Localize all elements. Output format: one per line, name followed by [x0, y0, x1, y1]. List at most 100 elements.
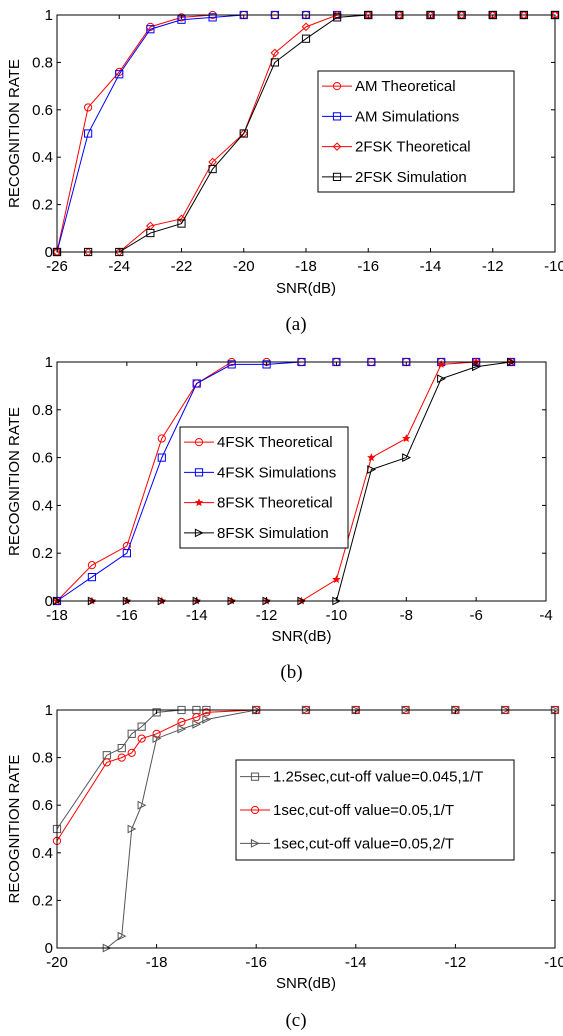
- chart-0-series-3-point-9: [333, 13, 342, 22]
- chart-2-series-2-point-5: [177, 724, 187, 734]
- chart-0-series-0-point-1: [84, 103, 93, 112]
- chart-0-ytick-label-3: 0.6: [32, 102, 53, 119]
- chart-1-xtick-label-5: -8: [400, 607, 413, 624]
- chart-2-caption: (c): [285, 1010, 306, 1031]
- chart-1-xtick-label-1: -16: [116, 607, 138, 624]
- chart-1-series-1-point-1: [87, 573, 97, 582]
- chart-1-xtick-label-0: -18: [46, 607, 68, 624]
- chart-2-series-2-point-6: [192, 719, 202, 729]
- chart-1-series-1-point-4: [192, 379, 201, 388]
- chart-1-legend-label-0: 4FSK Theoretical: [217, 434, 333, 451]
- chart-2-xtick-label-1: -18: [146, 954, 168, 971]
- chart-1-series-3-point-10: [402, 453, 412, 463]
- chart-1-series-3-point-9: [367, 465, 377, 474]
- chart-0-series-1-point-2: [115, 70, 124, 79]
- chart-0-legend-marker-0: [332, 82, 342, 91]
- chart-0-xtick-label-6: -14: [420, 258, 442, 275]
- chart-0-series-2-point-4: [177, 214, 186, 224]
- chart-2-ytick-label-3: 0.6: [32, 797, 53, 814]
- chart-0-series-3-point-7: [270, 58, 279, 67]
- chart-0-series-1-point-5: [208, 13, 217, 22]
- chart-1-ytick-label-4: 0.8: [32, 402, 53, 419]
- chart-1-ytick-label-5: 1: [45, 354, 53, 371]
- chart-2-legend-label-0: 1.25sec,cut-off value=0.045,1/T: [273, 769, 483, 786]
- chart-1-ytick-label-2: 0.4: [32, 497, 53, 514]
- chart-2-xtick-label-5: -10: [544, 954, 563, 971]
- chart-0-series-3-point-4: [177, 219, 186, 228]
- chart-1-series-2-point-8: [332, 575, 341, 584]
- chart-2-series-0-point-5: [152, 708, 161, 717]
- chart-0-ytick-label-5: 1: [45, 7, 53, 24]
- chart-0-y-axis-title: RECOGNITION RATE: [6, 59, 23, 208]
- chart-2-legend-marker-0: [250, 772, 260, 781]
- chart-0-xtick-label-1: -24: [108, 258, 130, 275]
- chart-2-plot-frame: [56, 709, 556, 949]
- chart-2-legend-label-1: 1sec,cut-off value=0.05,1/T: [273, 802, 454, 819]
- chart-0-xtick-label-2: -22: [171, 258, 193, 275]
- chart-1-series-2-point-10: [402, 434, 411, 443]
- chart-1-legend-label-3: 8FSK Simulation: [217, 525, 329, 542]
- chart-0-series-1-point-1: [84, 129, 93, 138]
- chart-0-series-2-point-7: [270, 48, 280, 58]
- chart-0-ytick-label-0: 0: [45, 244, 53, 261]
- chart-0-series-1-point-3: [146, 25, 155, 34]
- chart-1-series-1-point-5: [227, 360, 236, 369]
- chart-1-series-0-point-3: [157, 434, 166, 443]
- chart-1-xtick-label-2: -14: [186, 607, 208, 624]
- chart-2-legend: 1.25sec,cut-off value=0.045,1/T 1sec,cut-…: [235, 759, 515, 861]
- chart-1: -18 -16 -14 -12 -10 -8 -6 -4 0 0.2 0.4 0.6 0.8 1 SNR(d…: [6, 354, 553, 683]
- chart-2-legend-marker-1: [250, 805, 260, 815]
- chart-0-xtick-label-4: -18: [295, 258, 317, 275]
- chart-2-series-2-point-2: [127, 824, 137, 834]
- chart-1-legend-marker-0: [194, 438, 204, 447]
- chart-1-plot-frame: [56, 361, 547, 602]
- chart-2-ytick-label-4: 0.8: [32, 750, 53, 767]
- chart-0-xtick-label-7: -12: [482, 258, 504, 275]
- chart-0-legend-box: [317, 70, 515, 193]
- chart-1-legend-box: [179, 426, 349, 549]
- chart-0-legend-label-1: AM Simulations: [355, 108, 459, 125]
- chart-2-series-1-point-2: [117, 753, 126, 762]
- chart-0-xtick-label-8: -10: [544, 258, 563, 275]
- chart-0-series-3-point-8: [301, 34, 311, 43]
- chart-1-legend: 4FSK Theoretical 4FSK Simulations 8FSK The…: [179, 426, 349, 549]
- chart-1-caption: (b): [280, 662, 302, 683]
- chart-2-legend-marker-2: [250, 838, 260, 848]
- chart-0-legend-marker-1: [332, 112, 342, 121]
- chart-1-ytick-label-0: 0: [45, 593, 53, 610]
- chart-1-xtick-label-3: -12: [256, 607, 278, 624]
- chart-2-series-1-point-4: [137, 734, 146, 743]
- chart-1-y-axis-title: RECOGNITION RATE: [6, 407, 23, 556]
- chart-0-legend-label-0: AM Theoretical: [355, 78, 456, 95]
- chart-0-ytick-label-1: 0.2: [32, 197, 53, 214]
- chart-1-ytick-label-3: 0.6: [32, 450, 53, 467]
- chart-2-ytick-label-0: 0: [45, 940, 53, 957]
- chart-2-series-0-point-3: [127, 729, 136, 738]
- chart-1-x-axis-title: SNR(dB): [271, 628, 331, 645]
- chart-1-legend-marker-2: [194, 498, 204, 507]
- chart-1-legend-marker-1: [194, 468, 204, 477]
- chart-1-series-2-point-9: [367, 453, 376, 462]
- chart-2-ytick-label-5: 1: [45, 702, 53, 719]
- chart-0-legend: AM Theoretical AM Simulations 2FSK Theoret…: [317, 70, 515, 193]
- chart-0-series-3-point-6: [239, 129, 248, 138]
- chart-2-series-2-point-4: [152, 734, 162, 743]
- chart-2-ytick-label-1: 0.2: [32, 892, 53, 909]
- chart-0-legend-label-3: 2FSK Simulation: [355, 169, 467, 186]
- chart-1-xtick-label-6: -6: [469, 607, 482, 624]
- chart-0-legend-marker-2: [332, 142, 342, 151]
- chart-1-ytick-label-1: 0.2: [32, 545, 53, 562]
- chart-0-series-2-point-8: [301, 22, 311, 32]
- chart-1-series-0-point-1: [87, 561, 97, 570]
- chart-2-y-axis-title: RECOGNITION RATE: [6, 755, 23, 904]
- chart-2-xtick-label-0: -20: [46, 954, 68, 971]
- chart-0-xtick-label-3: -20: [233, 258, 255, 275]
- chart-2-series-0-point-2: [117, 743, 126, 753]
- chart-0-xtick-label-0: -26: [46, 258, 68, 275]
- chart-2-series-1-point-5: [152, 729, 161, 738]
- chart-2-xtick-label-4: -12: [445, 954, 467, 971]
- chart-1-series-1-point-6: [262, 360, 271, 369]
- chart-0-series-3-point-5: [208, 164, 217, 174]
- chart-2-xtick-label-2: -16: [245, 954, 267, 971]
